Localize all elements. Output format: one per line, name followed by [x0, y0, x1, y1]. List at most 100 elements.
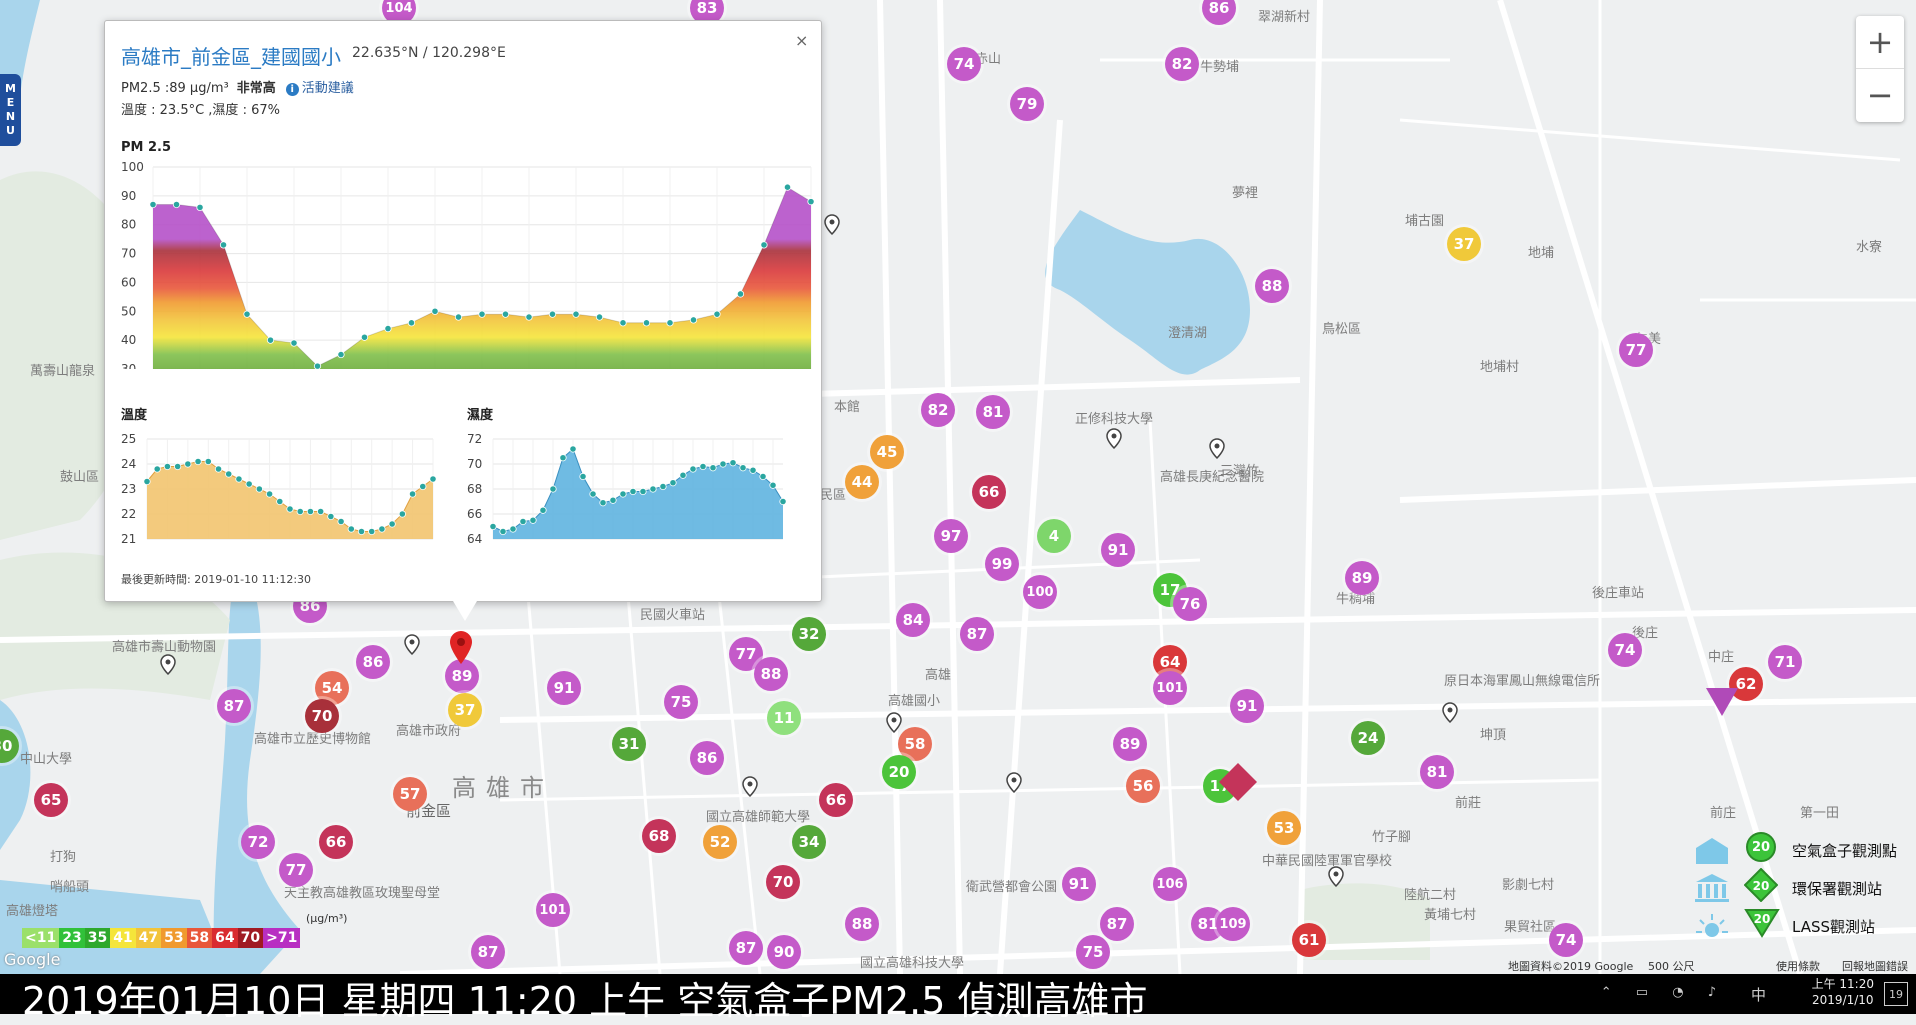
airbox-marker[interactable]: 90 — [767, 935, 801, 969]
data-point[interactable] — [599, 499, 607, 507]
data-point[interactable] — [595, 313, 604, 321]
ime-indicator[interactable]: 中 — [1750, 986, 1766, 1004]
location-pin-icon[interactable] — [884, 712, 904, 736]
location-pin-icon[interactable] — [158, 654, 178, 678]
data-point[interactable] — [548, 310, 557, 318]
data-point[interactable] — [569, 445, 577, 453]
data-point[interactable] — [539, 506, 547, 514]
zoom-out-button[interactable]: − — [1866, 76, 1894, 114]
airbox-marker[interactable]: 32 — [792, 617, 826, 651]
data-point[interactable] — [736, 290, 745, 298]
airbox-marker[interactable]: 74 — [1549, 923, 1583, 957]
data-point[interactable] — [629, 487, 637, 496]
airbox-marker[interactable]: 82 — [1165, 47, 1199, 81]
data-point[interactable] — [689, 465, 697, 473]
data-point[interactable] — [649, 485, 657, 493]
data-point[interactable] — [454, 313, 463, 321]
selected-station-pin-icon[interactable] — [448, 630, 474, 666]
data-point[interactable] — [204, 457, 212, 466]
data-point[interactable] — [388, 520, 396, 528]
data-point[interactable] — [525, 313, 533, 321]
airbox-marker[interactable]: 99 — [985, 547, 1019, 581]
data-point[interactable] — [429, 475, 437, 483]
airbox-marker[interactable]: 81 — [976, 395, 1010, 429]
airbox-marker[interactable]: 97 — [934, 519, 968, 553]
airbox-marker[interactable]: 72 — [241, 825, 275, 859]
airbox-marker[interactable]: 77 — [279, 853, 313, 887]
location-pin-icon[interactable] — [1104, 428, 1124, 452]
airbox-marker[interactable]: 66 — [319, 825, 353, 859]
data-point[interactable] — [609, 496, 617, 504]
data-point[interactable] — [759, 472, 767, 481]
terms-link[interactable]: 使用條款 — [1776, 960, 1820, 973]
data-point[interactable] — [729, 459, 737, 467]
data-point[interactable] — [317, 507, 325, 516]
data-point[interactable] — [214, 465, 223, 473]
airbox-marker[interactable]: 86 — [1202, 0, 1236, 25]
data-point[interactable] — [398, 510, 406, 518]
data-point[interactable] — [709, 464, 717, 472]
data-point[interactable] — [589, 490, 597, 498]
airbox-marker[interactable]: 89 — [1113, 727, 1147, 761]
data-point[interactable] — [639, 487, 647, 496]
airbox-marker[interactable]: 88 — [1255, 269, 1289, 303]
data-point[interactable] — [163, 462, 172, 471]
data-point[interactable] — [579, 472, 587, 481]
airbox-marker[interactable]: 74 — [1608, 633, 1642, 667]
data-point[interactable] — [296, 507, 304, 516]
airbox-marker[interactable]: 91 — [1230, 689, 1264, 723]
airbox-marker[interactable]: 44 — [845, 465, 879, 499]
airbox-marker[interactable]: 91 — [1062, 867, 1096, 901]
data-point[interactable] — [286, 505, 294, 513]
data-point[interactable] — [243, 310, 251, 318]
data-point[interactable] — [219, 241, 228, 249]
data-point[interactable] — [783, 183, 792, 191]
airbox-marker[interactable]: 87 — [960, 617, 994, 651]
airbox-marker[interactable]: 74 — [947, 47, 981, 81]
data-point[interactable] — [689, 316, 698, 324]
airbox-marker[interactable]: 87 — [471, 935, 505, 969]
airbox-marker[interactable]: 58 — [898, 727, 932, 761]
data-point[interactable] — [337, 350, 345, 359]
data-point[interactable] — [313, 362, 322, 369]
data-point[interactable] — [713, 310, 721, 318]
data-point[interactable] — [360, 333, 369, 341]
data-point[interactable] — [174, 462, 182, 471]
location-pin-icon[interactable] — [1004, 772, 1024, 796]
data-point[interactable] — [559, 454, 567, 462]
data-point[interactable] — [153, 465, 161, 473]
data-point[interactable] — [407, 319, 416, 327]
airbox-marker[interactable]: 106 — [1153, 867, 1187, 901]
data-point[interactable] — [419, 482, 427, 491]
airbox-marker[interactable]: 81 — [1420, 755, 1454, 789]
airbox-marker[interactable]: 53 — [1267, 811, 1301, 845]
airbox-marker[interactable]: 87 — [1100, 907, 1134, 941]
airbox-marker[interactable]: 101 — [1153, 671, 1187, 705]
data-point[interactable] — [529, 516, 537, 524]
airbox-marker[interactable]: 101 — [536, 893, 570, 927]
airbox-marker[interactable]: 71 — [1768, 645, 1802, 679]
airbox-marker[interactable]: 88 — [754, 657, 788, 691]
data-point[interactable] — [290, 339, 298, 347]
data-point[interactable] — [519, 517, 527, 526]
airbox-marker[interactable]: 52 — [703, 825, 737, 859]
data-point[interactable] — [499, 527, 507, 536]
data-point[interactable] — [337, 517, 345, 526]
airbox-marker[interactable]: 66 — [819, 783, 853, 817]
data-point[interactable] — [501, 310, 510, 318]
location-pin-icon[interactable] — [402, 634, 422, 658]
airbox-marker[interactable]: 56 — [1126, 769, 1160, 803]
airbox-marker[interactable]: 89 — [1345, 561, 1379, 595]
data-point[interactable] — [368, 527, 376, 536]
data-point[interactable] — [739, 464, 747, 472]
data-point[interactable] — [255, 485, 263, 493]
data-point[interactable] — [642, 319, 651, 327]
data-point[interactable] — [489, 522, 497, 531]
airbox-marker[interactable]: 77 — [729, 637, 763, 671]
data-point[interactable] — [699, 462, 707, 471]
data-point[interactable] — [408, 490, 417, 498]
airbox-marker[interactable]: 68 — [642, 819, 676, 853]
airbox-marker[interactable]: 11 — [767, 701, 801, 735]
airbox-marker[interactable]: 75 — [664, 685, 698, 719]
data-point[interactable] — [143, 477, 151, 486]
